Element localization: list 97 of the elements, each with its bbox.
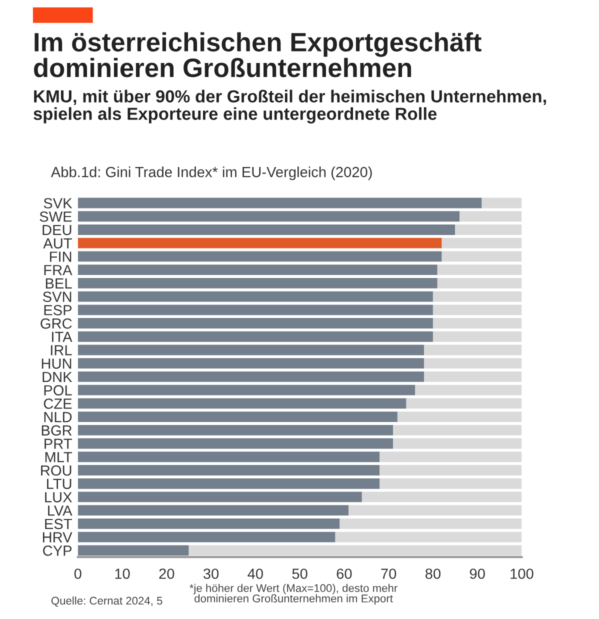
y-tick-label: SVN bbox=[42, 292, 72, 302]
chart-title: Im österreichischen Exportgeschäft dominieren Großunternehmen bbox=[34, 32, 482, 78]
bar bbox=[437, 278, 522, 288]
x-tick-label: 90 bbox=[470, 568, 485, 579]
y-tick-label: SWE bbox=[40, 211, 72, 222]
bar bbox=[78, 384, 416, 396]
bar bbox=[78, 331, 433, 342]
bar bbox=[406, 398, 522, 409]
bar bbox=[78, 438, 394, 449]
y-tick-label: BGR bbox=[42, 425, 72, 436]
bar bbox=[442, 238, 522, 248]
bar bbox=[424, 358, 522, 369]
y-tick-label: EST bbox=[45, 518, 72, 530]
bar bbox=[380, 452, 522, 462]
x-tick-label: 0 bbox=[74, 568, 82, 579]
x-tick-label: 20 bbox=[159, 568, 174, 579]
bar bbox=[335, 532, 522, 542]
y-tick-label: LVA bbox=[48, 506, 72, 516]
bar bbox=[78, 238, 442, 248]
bar bbox=[78, 478, 380, 489]
x-tick-label: 10 bbox=[115, 568, 130, 579]
bar bbox=[393, 424, 522, 436]
y-tick-label: LTU bbox=[47, 478, 72, 490]
bar bbox=[442, 251, 522, 262]
y-tick-label: DEU bbox=[42, 224, 72, 236]
y-tick-label: BEL bbox=[46, 278, 72, 288]
bar bbox=[78, 318, 433, 328]
caption: Abb.1d: Gini Trade Index* im EU-Vergleich (2020) bbox=[50, 166, 372, 180]
bar bbox=[415, 384, 522, 396]
bar bbox=[78, 492, 362, 502]
bar bbox=[455, 224, 522, 235]
bar bbox=[78, 545, 189, 556]
bar bbox=[78, 304, 433, 316]
bar bbox=[362, 492, 522, 502]
x-tick-label: 70 bbox=[381, 568, 396, 579]
y-tick-label: NLD bbox=[44, 412, 72, 422]
bar bbox=[78, 412, 398, 422]
x-tick-label: 50 bbox=[292, 568, 308, 579]
y-tick-label: ITA bbox=[52, 332, 72, 342]
bar bbox=[397, 412, 522, 422]
bar bbox=[432, 291, 522, 302]
y-tick-label: MLT bbox=[45, 452, 72, 462]
bar bbox=[460, 211, 522, 222]
y-tick-label: SVK bbox=[44, 198, 72, 208]
x-tick-label: 60 bbox=[336, 568, 352, 579]
bar bbox=[78, 211, 460, 222]
y-tick-label: CYP bbox=[43, 546, 72, 556]
bar bbox=[348, 505, 522, 516]
bar bbox=[432, 304, 522, 316]
x-tick-label: 80 bbox=[425, 568, 440, 579]
bar bbox=[78, 505, 349, 516]
bar bbox=[424, 344, 522, 356]
bar bbox=[78, 344, 424, 356]
bar bbox=[482, 198, 522, 208]
y-tick-label: IRL bbox=[50, 345, 72, 356]
y-tick-label: ROU bbox=[41, 465, 72, 476]
x-tick-label: 30 bbox=[203, 568, 219, 579]
bar bbox=[78, 372, 424, 382]
y-tick-label: CZE bbox=[44, 398, 72, 409]
chart-subtitle: KMU, mit über 90% der Großteil der heimischen Unternehmen, spielen als Exporteure eine untergeordnete Rolle bbox=[34, 90, 546, 124]
bar bbox=[393, 438, 522, 449]
y-tick-label: AUT bbox=[43, 238, 72, 249]
bar bbox=[380, 478, 522, 489]
y-tick-label: DNK bbox=[42, 372, 72, 382]
bar bbox=[424, 372, 522, 382]
text: *je höher der Wert (Max=100), desto mehr dominieren Großunternehmen im Export bbox=[190, 584, 398, 605]
y-tick-label: LUX bbox=[45, 492, 72, 502]
bar bbox=[188, 545, 522, 556]
bar bbox=[78, 264, 438, 276]
y-tick-label: ESP bbox=[44, 305, 72, 316]
x-tick-label: 100 bbox=[510, 568, 534, 579]
source-note: Quelle: Cernat 2024, 5 bbox=[51, 596, 162, 607]
bar bbox=[78, 224, 456, 235]
y-tick-label: FRA bbox=[44, 265, 72, 276]
bar bbox=[432, 331, 522, 342]
bar bbox=[78, 291, 433, 302]
bar bbox=[78, 452, 380, 462]
bar bbox=[78, 424, 394, 436]
bar bbox=[437, 264, 522, 276]
bar bbox=[78, 465, 380, 476]
bar bbox=[380, 465, 522, 476]
y-tick-label: POL bbox=[44, 385, 72, 396]
bar bbox=[78, 251, 442, 262]
y-tick-label: PRT bbox=[44, 438, 72, 449]
y-tick-label: FIN bbox=[50, 252, 72, 262]
x-tick-label: 40 bbox=[248, 568, 263, 579]
y-tick-label: HUN bbox=[42, 358, 72, 369]
bar bbox=[78, 198, 482, 208]
y-tick-label: GRC bbox=[40, 318, 72, 329]
y-tick-label: HRV bbox=[42, 532, 72, 542]
bar bbox=[78, 278, 438, 288]
bar bbox=[78, 358, 424, 369]
bar bbox=[78, 398, 406, 409]
bar bbox=[432, 318, 522, 328]
bar bbox=[78, 518, 340, 529]
bar bbox=[78, 532, 336, 542]
bar bbox=[340, 518, 522, 529]
